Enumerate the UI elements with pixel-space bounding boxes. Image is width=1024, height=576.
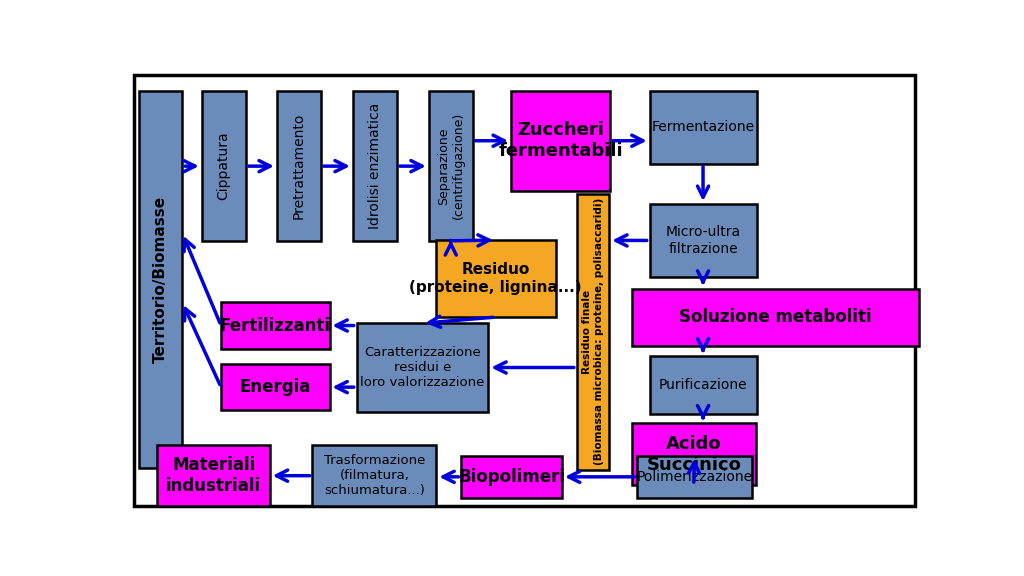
Bar <box>221 364 330 410</box>
Bar <box>649 357 757 414</box>
Text: Territorio/Biomasse: Territorio/Biomasse <box>153 196 168 363</box>
Bar <box>312 445 436 506</box>
Text: Acido
Succinico: Acido Succinico <box>646 435 741 473</box>
Bar <box>435 240 556 317</box>
Text: Zuccheri
fermentabili: Zuccheri fermentabili <box>498 122 623 160</box>
Bar <box>649 90 757 164</box>
Text: Trasformazione
(filmatura,
schiumatura...): Trasformazione (filmatura, schiumatura..… <box>324 454 425 497</box>
Text: Caratterizzazione
residui e
loro valorizzazione: Caratterizzazione residui e loro valoriz… <box>360 346 484 389</box>
Bar <box>461 456 562 498</box>
Bar <box>632 423 756 485</box>
Text: Purificazione: Purificazione <box>658 378 748 392</box>
Bar <box>276 90 321 241</box>
Bar <box>511 90 610 191</box>
Text: Pretrattamento: Pretrattamento <box>292 112 306 219</box>
Text: Polimerizzazione: Polimerizzazione <box>637 470 753 484</box>
Text: Biopolimeri: Biopolimeri <box>458 468 565 486</box>
Text: Materiali
industriali: Materiali industriali <box>166 456 261 495</box>
Bar <box>577 194 609 469</box>
Text: Fermentazione: Fermentazione <box>651 120 755 134</box>
Text: Residuo finale
(Biomassa microbica: proteine, polisaccaridi): Residuo finale (Biomassa microbica: prot… <box>583 198 604 465</box>
Bar <box>202 90 246 241</box>
Text: Idrolisi enzimatica: Idrolisi enzimatica <box>368 103 382 229</box>
Bar <box>158 445 270 506</box>
Bar <box>221 302 330 348</box>
Bar <box>649 204 757 277</box>
Text: Micro-ultra
filtrazione: Micro-ultra filtrazione <box>666 225 740 256</box>
Text: Soluzione metaboliti: Soluzione metaboliti <box>679 308 871 327</box>
Text: Separazione
(centrifugazione): Separazione (centrifugazione) <box>437 112 465 219</box>
Bar <box>632 289 919 346</box>
Text: Cippatura: Cippatura <box>217 131 230 200</box>
Text: Energia: Energia <box>240 378 311 396</box>
Text: Fertilizzanti: Fertilizzanti <box>220 317 331 335</box>
Text: Residuo
(proteine, lignina...): Residuo (proteine, lignina...) <box>410 262 582 295</box>
Bar <box>139 90 182 468</box>
Bar <box>637 456 752 498</box>
Bar <box>429 90 473 241</box>
Bar <box>356 323 488 412</box>
Bar <box>352 90 397 241</box>
